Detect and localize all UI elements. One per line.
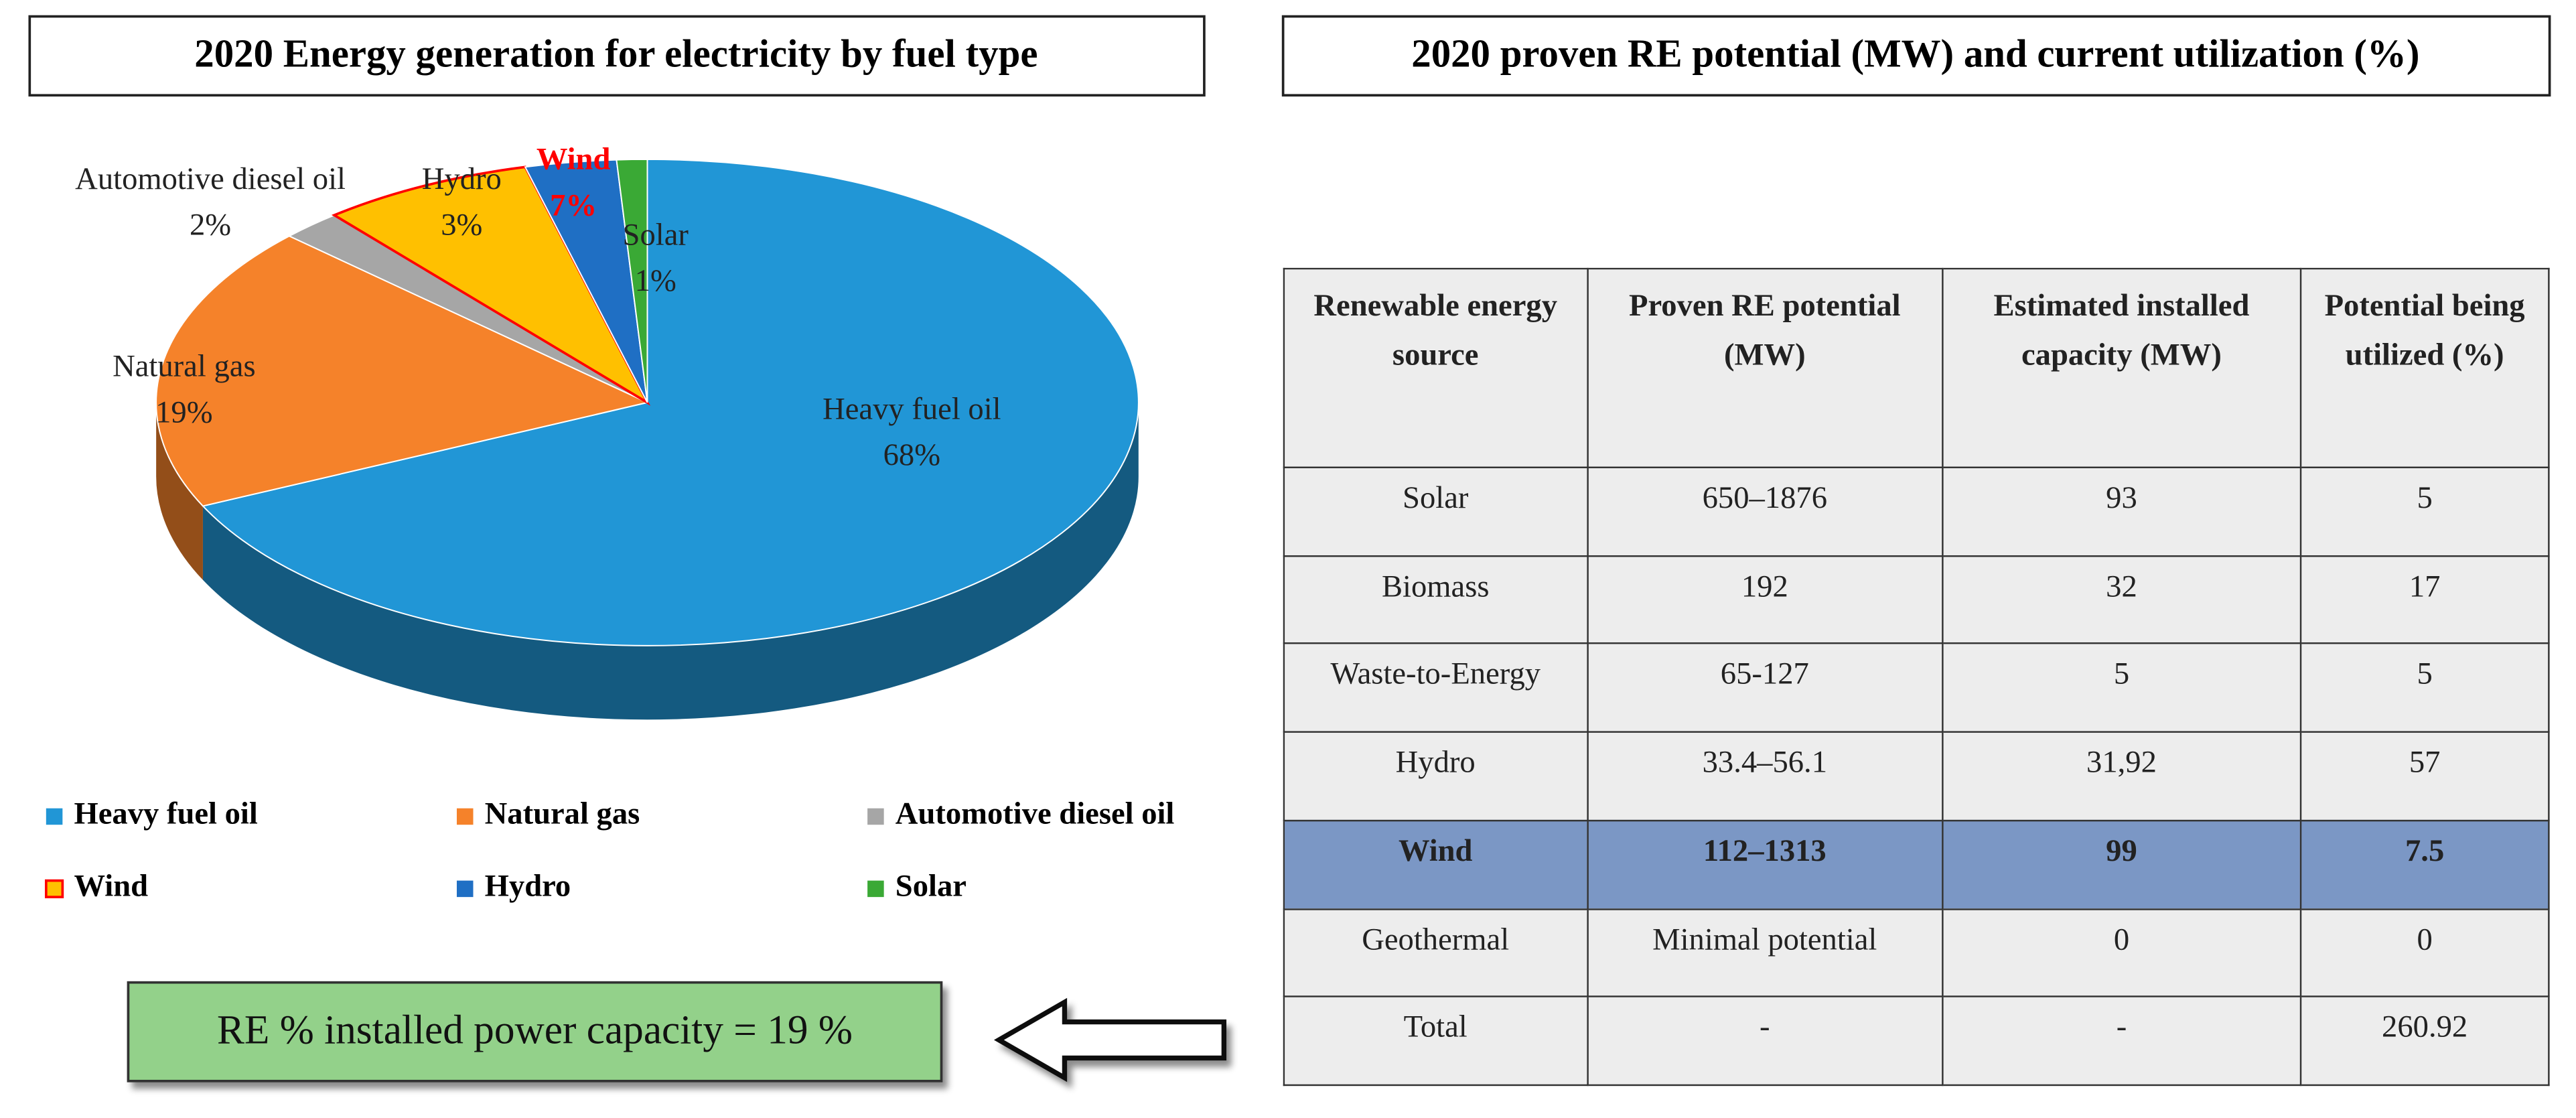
legend-label: Heavy fuel oil — [74, 796, 258, 831]
table-cell: 0 — [2299, 908, 2550, 998]
table-cell: 650–1876 — [1586, 466, 1944, 557]
title-box — [1281, 15, 2551, 97]
table-cell: Geothermal — [1283, 908, 1588, 998]
legend-marker — [46, 808, 63, 825]
table-cell: Waste-to-Energy — [1283, 642, 1588, 733]
table-host: Renewable energy source Proven RE potenti… — [1283, 267, 2551, 1087]
table-cell: 99 — [1941, 819, 2302, 910]
table-cell: 93 — [1941, 466, 2302, 557]
table-cell: 260.92 — [2299, 995, 2550, 1087]
legend-marker — [44, 879, 64, 898]
slice-name: Hydro — [421, 162, 502, 198]
slice-value: 7% — [550, 189, 597, 224]
slice-value: 1% — [634, 264, 676, 299]
slice-label-box: Heavy fuel oil 68% — [747, 388, 1076, 480]
title-box — [28, 15, 1206, 97]
header-cell: Proven RE potential (MW) — [1586, 267, 1944, 468]
table-cell: 5 — [1941, 642, 2302, 733]
note-box — [127, 981, 943, 1082]
left-title: 2020 Energy generation for electricity b… — [194, 31, 1037, 75]
slice-value: 19% — [155, 396, 213, 431]
slice-label: Heavy fuel oil 68% — [747, 388, 1076, 480]
slice-side — [202, 402, 1139, 720]
slice-label-box: Hydro 3% — [404, 157, 519, 249]
table-cell: Biomass — [1283, 555, 1588, 645]
note-wrap: RE % installed power capacity = 19 % — [217, 1008, 853, 1054]
slice-name: Heavy fuel oil — [822, 393, 1001, 427]
slice-label: Natural gas 19% — [53, 345, 315, 437]
slice-label-box: Solar 1% — [606, 214, 705, 305]
slice-label: Solar 1% — [606, 214, 705, 305]
table-cell: 31,92 — [1941, 731, 2302, 821]
legend-marker — [867, 808, 884, 825]
table-row: Wind 112–1313 99 7.5 — [1283, 819, 2550, 910]
slice-label-box: Natural gas 19% — [53, 345, 315, 437]
table-cell: Minimal potential — [1586, 908, 1944, 998]
slice-name: Natural gas — [113, 350, 256, 385]
slice-value: 2% — [190, 208, 232, 243]
table-row: Waste-to-Energy 65-127 5 5 — [1283, 642, 2550, 733]
slice — [155, 235, 650, 507]
table-cell: Wind — [1283, 819, 1588, 910]
table-cell: 192 — [1586, 555, 1944, 645]
header-row: Renewable energy source Proven RE potenti… — [1283, 267, 2550, 468]
table-cell: 5 — [2299, 466, 2550, 557]
legend-marker — [456, 808, 474, 825]
legend-label: Natural gas — [485, 796, 640, 831]
table-cell: 65-127 — [1586, 642, 1944, 733]
slice-label-box: Automotive diesel oil 2% — [66, 157, 354, 249]
slice-label-box: Wind 7% — [516, 138, 631, 230]
slice-value: 68% — [883, 438, 941, 474]
arrow — [993, 997, 1227, 1082]
slice-name: Automotive diesel oil — [75, 162, 346, 198]
table: Renewable energy source Proven RE potenti… — [1283, 267, 2550, 1087]
table-cell: 33.4–56.1 — [1586, 731, 1944, 821]
slice-side — [156, 402, 203, 580]
pie-chart: Heavy fuel oil 68% Natural gas 19% Automotiv… — [53, 138, 1139, 720]
table-cell: 5 — [2299, 642, 2550, 733]
legend-label: Hydro — [485, 869, 571, 904]
legend: Heavy fuel oil Natural gas Automotive dies… — [44, 796, 1175, 904]
legend-label: Wind — [74, 869, 149, 904]
table-cell: 7.5 — [2299, 819, 2550, 910]
slice-name: Wind — [536, 143, 611, 178]
slice — [202, 158, 1139, 646]
table-cell: 0 — [1941, 908, 2302, 998]
right-title: 2020 proven RE potential (MW) and curren… — [1411, 31, 2419, 75]
slice-label: Wind 7% — [516, 138, 631, 230]
legend-label: Automotive diesel oil — [896, 796, 1175, 831]
table-row: Solar 650–1876 93 5 — [1283, 466, 2550, 557]
table-cell: Hydro — [1283, 731, 1588, 821]
table-row: Biomass 192 32 17 — [1283, 555, 2550, 645]
legend-marker — [456, 880, 474, 898]
table-cell: Total — [1283, 995, 1588, 1087]
slice-label: Hydro 3% — [404, 157, 519, 249]
legend-marker — [867, 880, 884, 898]
header-cell: Renewable energy source — [1283, 267, 1588, 468]
slice-name: Solar — [622, 218, 689, 253]
slice-label: Automotive diesel oil 2% — [66, 157, 354, 249]
slice — [331, 165, 651, 406]
table-row: Hydro 33.4–56.1 31,92 57 — [1283, 731, 2550, 821]
table-cell: 32 — [1941, 555, 2302, 645]
slice-value: 3% — [441, 208, 483, 243]
table-cell: - — [1941, 995, 2302, 1087]
table-row: Geothermal Minimal potential 0 0 — [1283, 908, 2550, 998]
table-row: Total - -260.92 — [1283, 995, 2550, 1087]
table-cell: 112–1313 — [1586, 819, 1944, 910]
table-cell: 57 — [2299, 731, 2550, 821]
slice — [616, 158, 648, 403]
header-cell: Potential being utilized (%) — [2299, 267, 2550, 468]
table-cell: Solar — [1283, 466, 1588, 557]
note: RE % installed power capacity = 19 % — [217, 1008, 853, 1054]
table-cell: 17 — [2299, 555, 2550, 645]
header-cell: Estimated installed capacity (MW) — [1941, 267, 2302, 468]
table-cell: - — [1586, 995, 1944, 1087]
legend-label: Solar — [896, 869, 967, 904]
